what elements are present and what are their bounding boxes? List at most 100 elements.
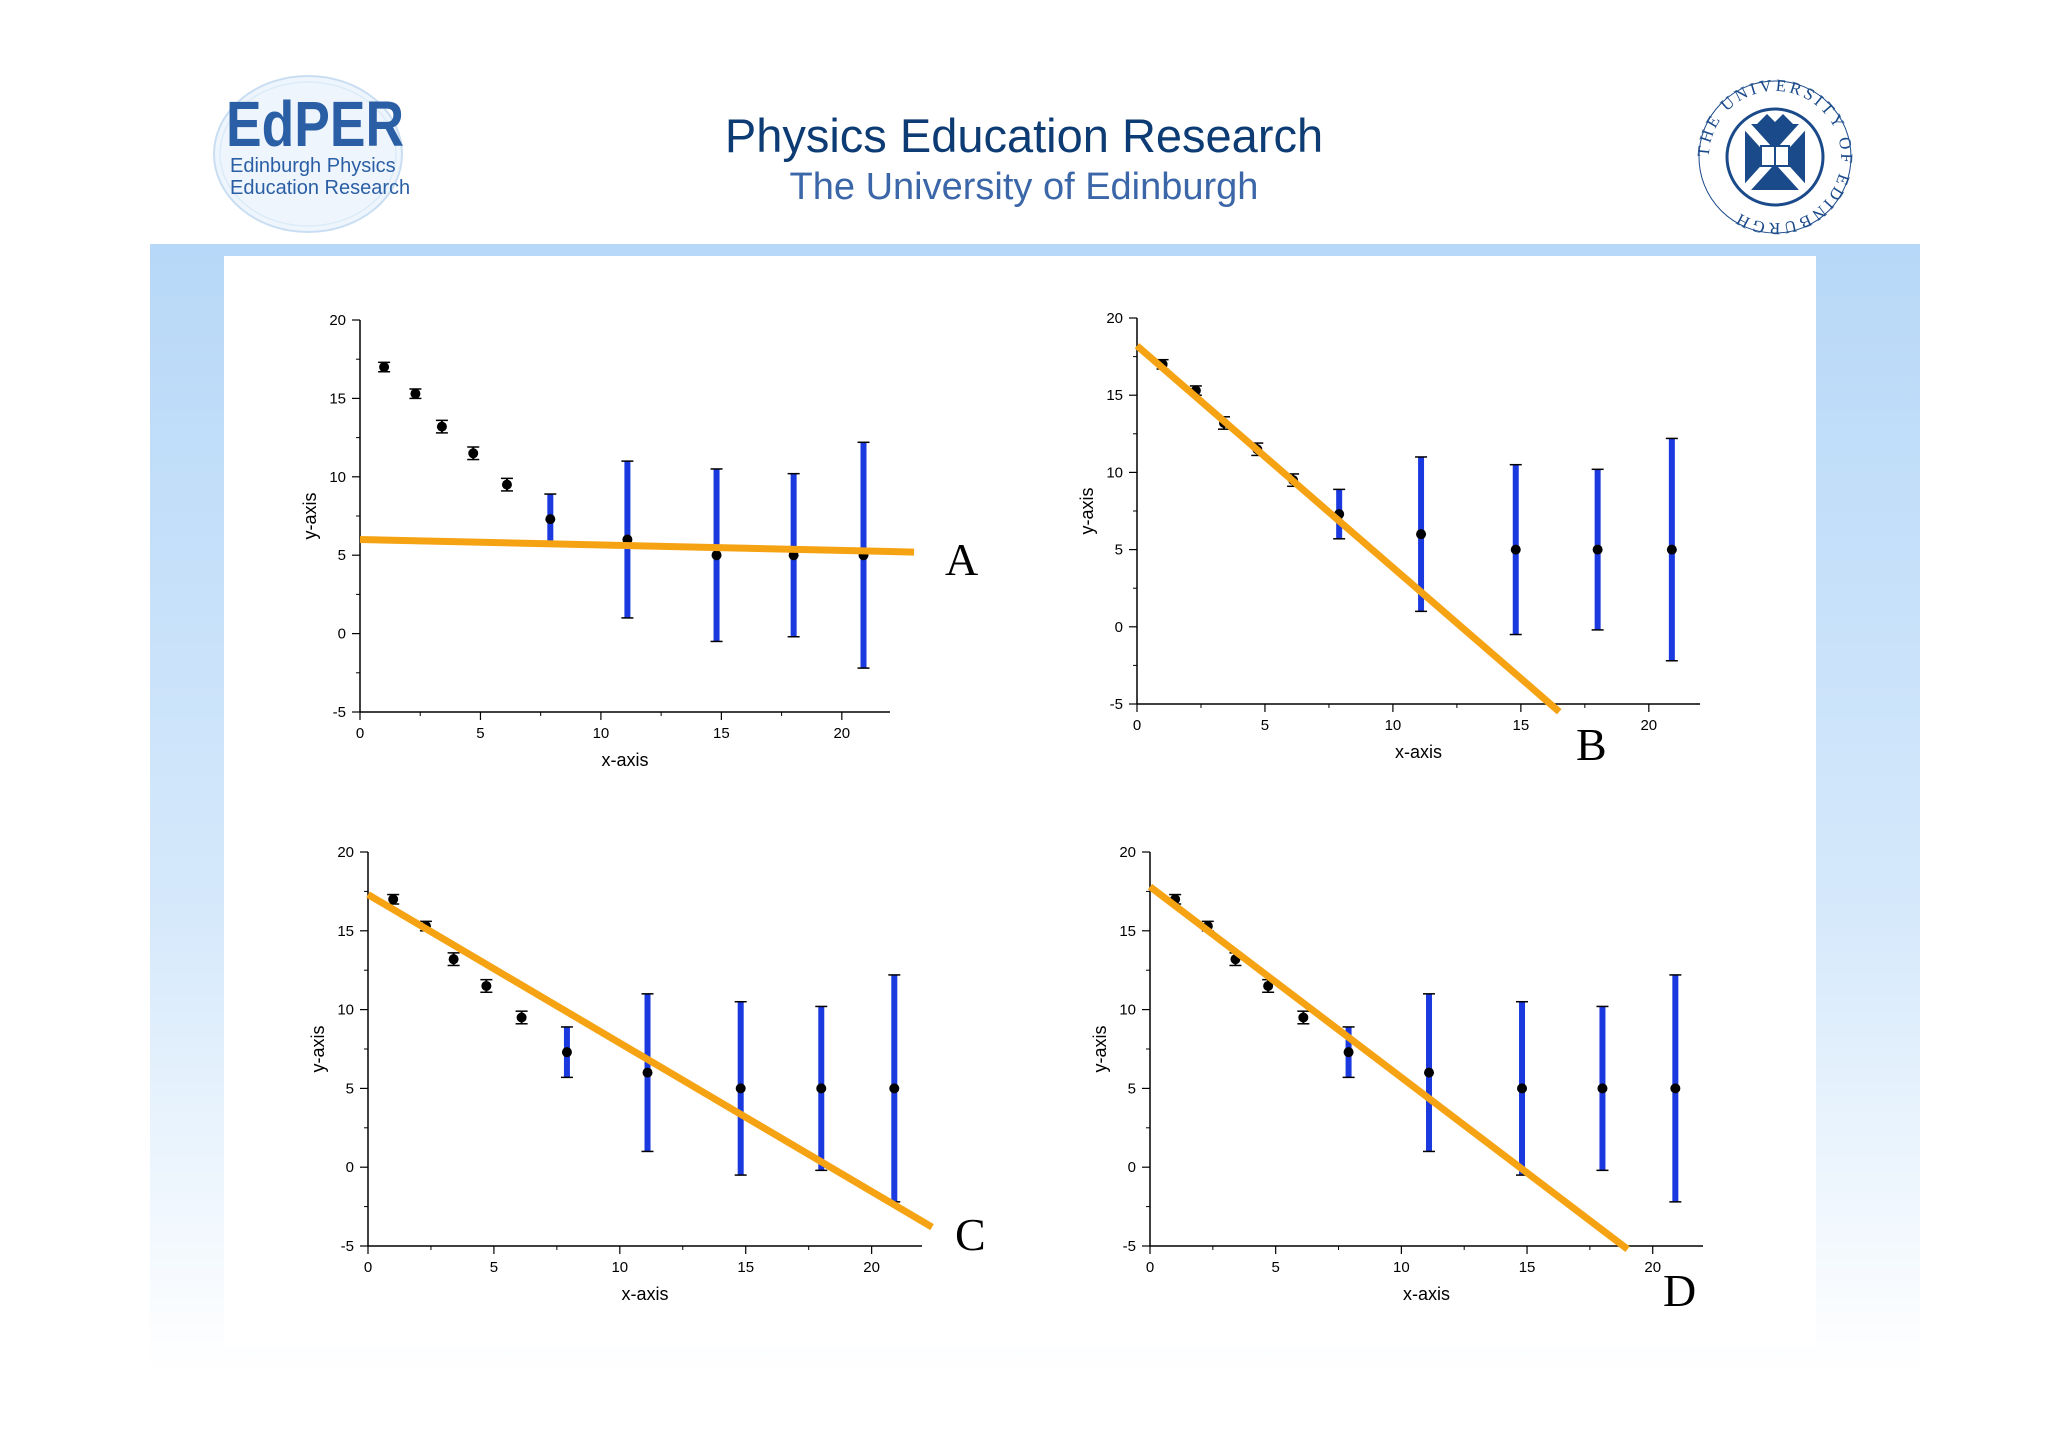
x-tick-label: 0 (1146, 1259, 1154, 1276)
data-point (1510, 544, 1521, 555)
y-tick-label: 10 (1106, 464, 1123, 481)
y-tick-label: 5 (338, 547, 346, 564)
chart-C: -5 0 5 10 15 20 0 5 10 15 20 x-axis y-axis C (308, 844, 986, 1304)
fit-line (1147, 883, 1630, 1252)
x-tick-label: 20 (1640, 717, 1657, 734)
edper-logo-line2: Education Research (230, 177, 410, 199)
data-point (379, 362, 390, 373)
x-tick-label: 10 (593, 725, 610, 742)
y-tick-label: 20 (1106, 310, 1123, 327)
university-seal-logo: THE UNIVERSITY OF EDINBURGH (1695, 76, 1853, 239)
data-point (1416, 529, 1427, 540)
y-tick-label: 0 (1128, 1159, 1136, 1176)
x-tick-label: 10 (611, 1259, 628, 1276)
y-tick-label: 10 (329, 469, 346, 486)
data-point (516, 1012, 527, 1023)
edper-logo-line1: Edinburgh Physics (230, 155, 396, 177)
y-axis-label: y-axis (1077, 487, 1097, 534)
page-subtitle: The University of Edinburgh (789, 166, 1259, 208)
x-tick-label: 20 (1644, 1259, 1661, 1276)
data-point (889, 1083, 900, 1094)
data-point (1343, 1047, 1354, 1058)
x-tick-label: 0 (364, 1259, 372, 1276)
chart-panel (224, 256, 1816, 1346)
data-point (448, 954, 459, 965)
y-tick-label: 20 (337, 844, 354, 861)
panel-label: A (945, 534, 978, 585)
data-point (388, 894, 399, 905)
data-point (711, 550, 722, 561)
data-point (1666, 544, 1677, 555)
edper-logo: EdPER Edinburgh Physics Education Resear… (213, 75, 410, 233)
fit-line (366, 891, 934, 1231)
y-tick-label: 0 (338, 626, 346, 643)
chart-A: -5 0 5 10 15 20 0 5 10 15 20 x-axis y-axis A (300, 312, 978, 770)
x-tick-label: 15 (737, 1259, 754, 1276)
data-point (410, 388, 421, 399)
x-tick-label: 5 (1261, 717, 1269, 734)
chart-B: -5 0 5 10 15 20 0 5 10 15 20 x-axis y-axis B (1077, 310, 1700, 770)
y-tick-label: 5 (1115, 542, 1123, 559)
panel-label: B (1576, 719, 1607, 770)
data-point (642, 1067, 653, 1078)
edper-logo-name: EdPER (226, 88, 404, 160)
y-tick-label: 20 (1119, 844, 1136, 861)
y-tick-label: -5 (341, 1238, 354, 1255)
x-tick-label: 20 (833, 725, 850, 742)
y-tick-label: -5 (1123, 1238, 1136, 1255)
x-axis-label: x-axis (601, 750, 648, 770)
y-tick-label: 15 (1106, 387, 1123, 404)
y-tick-label: 15 (337, 923, 354, 940)
x-axis-label: x-axis (1395, 742, 1442, 762)
data-point (816, 1083, 827, 1094)
panel-label: D (1663, 1265, 1696, 1316)
y-tick-label: 5 (346, 1080, 354, 1097)
y-tick-label: 10 (337, 1002, 354, 1019)
data-point (1592, 544, 1603, 555)
y-tick-label: 10 (1119, 1002, 1136, 1019)
x-axis-label: x-axis (621, 1284, 668, 1304)
data-point (481, 980, 492, 991)
data-point (1517, 1083, 1528, 1094)
x-tick-label: 5 (476, 725, 484, 742)
y-tick-label: 5 (1128, 1080, 1136, 1097)
data-point (468, 448, 479, 459)
x-tick-label: 15 (1513, 717, 1530, 734)
data-point (501, 479, 512, 490)
fit-line (359, 536, 915, 556)
x-tick-label: 15 (1519, 1259, 1536, 1276)
y-tick-label: 0 (346, 1159, 354, 1176)
y-axis-label: y-axis (1090, 1025, 1110, 1072)
x-tick-label: 20 (863, 1259, 880, 1276)
panel-label: C (955, 1209, 986, 1260)
x-tick-label: 5 (1272, 1259, 1280, 1276)
x-tick-label: 0 (1133, 717, 1141, 734)
data-point (1424, 1067, 1435, 1078)
y-tick-label: -5 (333, 704, 346, 721)
x-tick-label: 5 (490, 1259, 498, 1276)
y-tick-label: -5 (1110, 696, 1123, 713)
data-point (735, 1083, 746, 1094)
data-point (1670, 1083, 1681, 1094)
y-axis-label: y-axis (300, 492, 320, 539)
x-tick-label: 0 (356, 725, 364, 742)
fit-line (1134, 343, 1562, 715)
page-title: Physics Education Research (724, 109, 1324, 162)
data-point (436, 421, 447, 432)
y-tick-label: 15 (329, 390, 346, 407)
x-tick-label: 10 (1393, 1259, 1410, 1276)
y-tick-label: 0 (1115, 619, 1123, 636)
y-tick-label: 15 (1119, 923, 1136, 940)
x-tick-label: 10 (1385, 717, 1402, 734)
x-axis-label: x-axis (1403, 1284, 1450, 1304)
x-tick-label: 15 (713, 725, 730, 742)
y-axis-label: y-axis (308, 1025, 328, 1072)
y-tick-label: 20 (329, 312, 346, 329)
data-point (561, 1047, 572, 1058)
data-point (1298, 1012, 1309, 1023)
data-point (545, 514, 556, 525)
data-point (1263, 980, 1274, 991)
data-point (1597, 1083, 1608, 1094)
chart-D: -5 0 5 10 15 20 0 5 10 15 20 x-axis y-axis D (1090, 844, 1703, 1316)
